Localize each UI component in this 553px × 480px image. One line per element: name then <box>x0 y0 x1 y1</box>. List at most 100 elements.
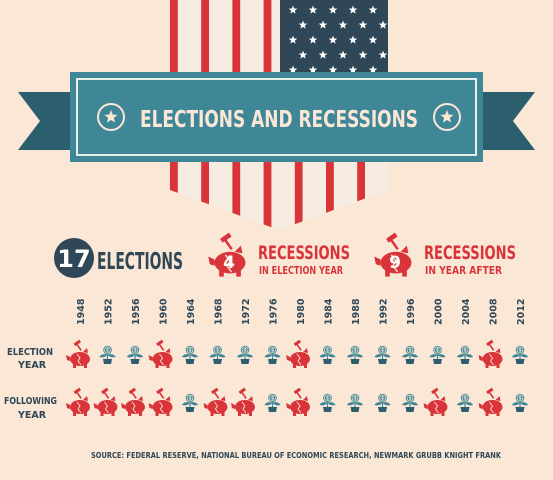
piggy-bank-hammer-icon <box>423 387 448 417</box>
stat-recessions-year-after: 9 RECESSIONS IN YEAR AFTER <box>373 231 516 278</box>
flag-star-icon <box>318 50 328 59</box>
svg-text:17: 17 <box>57 245 90 273</box>
flag-star-icon <box>378 50 388 59</box>
row-label-following-year: FOLLOWING YEAR <box>4 396 57 421</box>
ribbon <box>18 72 535 162</box>
flag-star-icon <box>288 35 298 44</box>
year-label: 1952 <box>104 299 115 325</box>
stat-recessions-election-year: 4 RECESSIONS IN ELECTION YEAR <box>207 231 350 278</box>
election-grid <box>65 339 529 417</box>
svg-text:YEAR: YEAR <box>17 410 47 421</box>
piggy-bank-hammer-icon <box>230 387 256 417</box>
money-plant-icon <box>429 345 446 365</box>
flag-star-icon <box>298 50 308 59</box>
money-plant-icon <box>126 345 144 365</box>
flag-star-icon <box>358 20 368 29</box>
row-label-election-year: ELECTION YEAR <box>7 347 53 371</box>
year-label: 1996 <box>406 298 417 325</box>
flag-star-icon <box>308 35 318 44</box>
money-plant-icon <box>264 393 281 413</box>
year-label: 2008 <box>489 298 500 325</box>
piggy-bank-hammer-icon <box>148 387 173 417</box>
year-label: 1972 <box>241 299 252 325</box>
money-plant-icon <box>401 393 419 413</box>
flag-star-icon <box>308 5 318 14</box>
money-plant-icon <box>511 345 529 365</box>
svg-text:4: 4 <box>223 253 235 273</box>
money-plant-icon <box>374 345 391 365</box>
money-plant-icon <box>319 393 336 413</box>
money-plant-icon <box>209 345 226 365</box>
money-plant-icon <box>181 393 199 413</box>
money-plant-icon <box>319 345 336 365</box>
piggy-bank-hammer-icon <box>203 387 228 417</box>
year-label: 1976 <box>269 298 280 325</box>
piggy-bank-hammer-icon <box>285 387 311 417</box>
flag-star-icon <box>348 65 358 74</box>
flag-star-icon <box>308 65 318 74</box>
money-plant-icon <box>374 393 391 413</box>
year-label: 2004 <box>461 298 472 325</box>
year-label: 1980 <box>296 298 307 325</box>
svg-text:ELECTION: ELECTION <box>7 347 53 358</box>
flag-star-icon <box>288 5 298 14</box>
stat-recessions-label: RECESSIONS <box>258 242 350 264</box>
flag-star-icon <box>328 65 338 74</box>
star-icon <box>97 103 125 131</box>
flag-star-icon <box>318 20 328 29</box>
title-banner <box>70 72 483 162</box>
flag-star-icon <box>358 50 368 59</box>
piggy-bank-hammer-icon <box>148 339 173 369</box>
flag-star-icon <box>378 20 388 29</box>
flag-star-icon <box>328 35 338 44</box>
flag-star-icon <box>288 65 298 74</box>
piggy-bank-hammer-icon <box>285 339 311 369</box>
money-plant-icon <box>346 345 364 365</box>
flag-star-icon <box>298 20 308 29</box>
year-axis: 1948 1952 1956 1960 1964 1968 1972 1976 1980 1984… <box>76 298 527 325</box>
money-plant-icon <box>264 345 281 365</box>
year-label: 1964 <box>186 298 197 325</box>
flag-star-icon <box>368 35 378 44</box>
flag-star-icon <box>338 50 348 59</box>
flag-star-icon <box>348 5 358 14</box>
year-label: 2000 <box>434 298 445 325</box>
stat-elections-label: ELECTIONS <box>97 249 183 275</box>
money-plant-icon <box>401 345 419 365</box>
page-title: ELECTIONS AND RECESSIONS <box>140 107 418 133</box>
piggy-bank-hammer-icon <box>65 339 91 369</box>
money-plant-icon <box>346 393 364 413</box>
year-label: 1960 <box>159 298 170 325</box>
svg-text:YEAR: YEAR <box>17 360 47 371</box>
svg-text:FOLLOWING: FOLLOWING <box>4 396 57 407</box>
year-label: 1988 <box>351 298 362 325</box>
flag-star-icon <box>328 5 338 14</box>
flag-star-icon <box>368 65 378 74</box>
svg-text:9: 9 <box>389 253 401 273</box>
flag-star-icon <box>338 20 348 29</box>
year-label: 2012 <box>516 299 527 325</box>
money-plant-icon <box>456 345 474 365</box>
piggy-bank-hammer-icon <box>65 387 91 417</box>
piggy-bank-hammer-icon <box>478 387 503 417</box>
money-plant-icon <box>181 345 199 365</box>
year-label: 1992 <box>379 299 390 325</box>
money-plant-icon <box>99 345 116 365</box>
stat-elections: 17 ELECTIONS <box>54 238 183 278</box>
piggy-bank-hammer-icon <box>478 339 503 369</box>
source-note: SOURCE: FEDERAL RESERVE, NATIONAL BUREAU… <box>91 451 502 460</box>
year-label: 1956 <box>131 298 142 325</box>
piggy-bank-hammer-icon <box>120 387 146 417</box>
year-label: 1984 <box>324 298 335 325</box>
flag-star-icon <box>348 35 358 44</box>
money-plant-icon <box>236 345 254 365</box>
money-plant-icon <box>456 393 474 413</box>
star-icon <box>433 103 461 131</box>
stat-recessions-sublabel: IN ELECTION YEAR <box>259 264 343 277</box>
flag-star-icon <box>368 5 378 14</box>
year-label: 1948 <box>76 298 87 325</box>
stat-recessions-label: RECESSIONS <box>424 242 516 264</box>
piggy-bank-hammer-icon <box>93 387 118 417</box>
stat-recessions-sublabel: IN YEAR AFTER <box>425 264 502 277</box>
